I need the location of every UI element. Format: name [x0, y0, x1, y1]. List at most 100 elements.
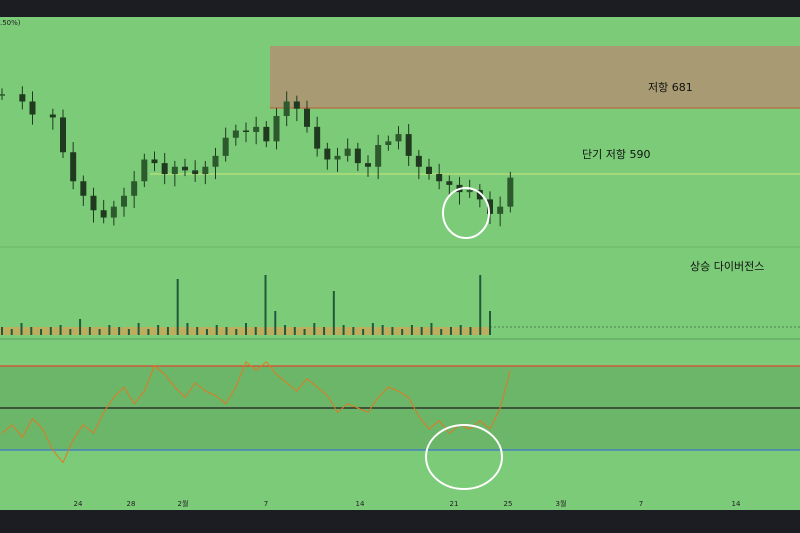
- volume-bar: [49, 327, 52, 335]
- volume-bar: [274, 311, 277, 335]
- candle: [141, 159, 148, 182]
- volume-bar: [323, 327, 326, 335]
- volume-bar: [381, 325, 384, 335]
- candle: [202, 166, 209, 174]
- volume-bar: [176, 279, 179, 335]
- candle: [385, 141, 392, 145]
- candle: [334, 155, 341, 160]
- x-tick-label: 2월: [178, 499, 189, 508]
- candle: [273, 115, 280, 142]
- x-tick-label: 7: [264, 500, 268, 508]
- candle: [151, 159, 158, 164]
- candle: [253, 126, 260, 132]
- volume-bar: [410, 325, 413, 335]
- candle: [436, 174, 443, 182]
- candle: [354, 148, 361, 164]
- volume-bar: [1, 327, 3, 335]
- volume-bar: [332, 291, 335, 335]
- candle: [29, 101, 36, 115]
- volume-bar: [137, 323, 140, 335]
- volume-bar: [420, 327, 423, 335]
- volume-bar: [225, 327, 228, 335]
- volume-bar: [264, 275, 267, 335]
- candle: [426, 166, 432, 174]
- x-tick-label: 21: [450, 500, 459, 508]
- x-tick-label: 24: [74, 500, 83, 508]
- candle: [395, 134, 402, 142]
- candle: [507, 177, 514, 207]
- volume-bar: [391, 327, 394, 335]
- candle: [466, 189, 473, 193]
- volume-bar: [196, 327, 199, 335]
- volume-bar: [59, 325, 62, 335]
- candle: [0, 94, 5, 96]
- corner-percent-label: .50%): [0, 19, 21, 27]
- volume-bar: [88, 327, 91, 335]
- candle: [70, 152, 77, 182]
- volume-bar: [118, 327, 121, 335]
- volume-bar: [401, 329, 404, 335]
- volume-bar: [235, 329, 238, 335]
- candle: [212, 155, 219, 167]
- candle: [80, 181, 87, 196]
- volume-bar: [293, 327, 296, 335]
- candle: [232, 130, 239, 138]
- candle: [192, 170, 199, 174]
- volume-bar: [489, 311, 491, 335]
- volume-bar: [479, 275, 482, 335]
- candle: [263, 126, 270, 142]
- volume-bar: [440, 329, 443, 335]
- candle: [60, 117, 66, 153]
- candle: [49, 114, 56, 118]
- candle: [283, 101, 290, 116]
- x-tick-label: 28: [127, 500, 136, 508]
- candle: [121, 195, 127, 207]
- candle: [243, 130, 249, 132]
- volume-bar: [254, 327, 257, 335]
- x-tick-label: 25: [504, 500, 513, 508]
- candle: [375, 144, 382, 167]
- candle: [304, 108, 310, 127]
- volume-bar: [313, 323, 316, 335]
- price-chart[interactable]: 저항 681 단기 저항 590 상승 다이버전스 24 28 2월 7 14 21 25 3…: [0, 17, 800, 510]
- candle: [497, 206, 504, 214]
- volume-bar: [215, 325, 218, 335]
- volume-bar: [127, 329, 130, 335]
- candle: [365, 163, 371, 167]
- volume-bar: [30, 327, 33, 335]
- volume-bar: [98, 329, 101, 335]
- candle: [182, 166, 188, 171]
- candle: [110, 206, 117, 218]
- volume-bar: [469, 327, 472, 335]
- volume-bar: [186, 323, 189, 335]
- x-axis: 24 28 2월 7 14 21 25 3월 7 14: [74, 499, 741, 508]
- volume-bar: [352, 327, 355, 335]
- candle: [446, 181, 453, 185]
- volume-bar: [342, 325, 345, 335]
- volume-bar: [79, 319, 82, 335]
- volume-bar: [449, 327, 452, 335]
- volume-bar: [69, 329, 72, 335]
- volume-bar: [303, 329, 306, 335]
- volume-bar: [147, 329, 150, 335]
- volume-bar: [40, 329, 43, 335]
- chart-area[interactable]: .50%) 저항 681 단기 저항 590 상승 다이버전스: [0, 17, 800, 510]
- volume-bar: [10, 329, 13, 335]
- candle: [171, 166, 178, 174]
- candle: [344, 148, 351, 156]
- price-highlight-circle: [442, 187, 490, 239]
- short-resistance-label: 단기 저항 590: [582, 148, 650, 161]
- candle: [100, 210, 107, 218]
- volume-bar: [362, 329, 365, 335]
- rsi-line: [1, 360, 511, 464]
- divergence-label: 상승 다이버전스: [690, 260, 764, 273]
- resistance-label: 저항 681: [648, 81, 693, 94]
- candle: [161, 163, 168, 174]
- price-candles: [0, 86, 514, 227]
- volume-bar: [205, 329, 208, 335]
- candle: [222, 137, 229, 156]
- resistance-zone: [270, 46, 800, 108]
- volume-bar: [371, 323, 374, 335]
- candle: [405, 134, 412, 156]
